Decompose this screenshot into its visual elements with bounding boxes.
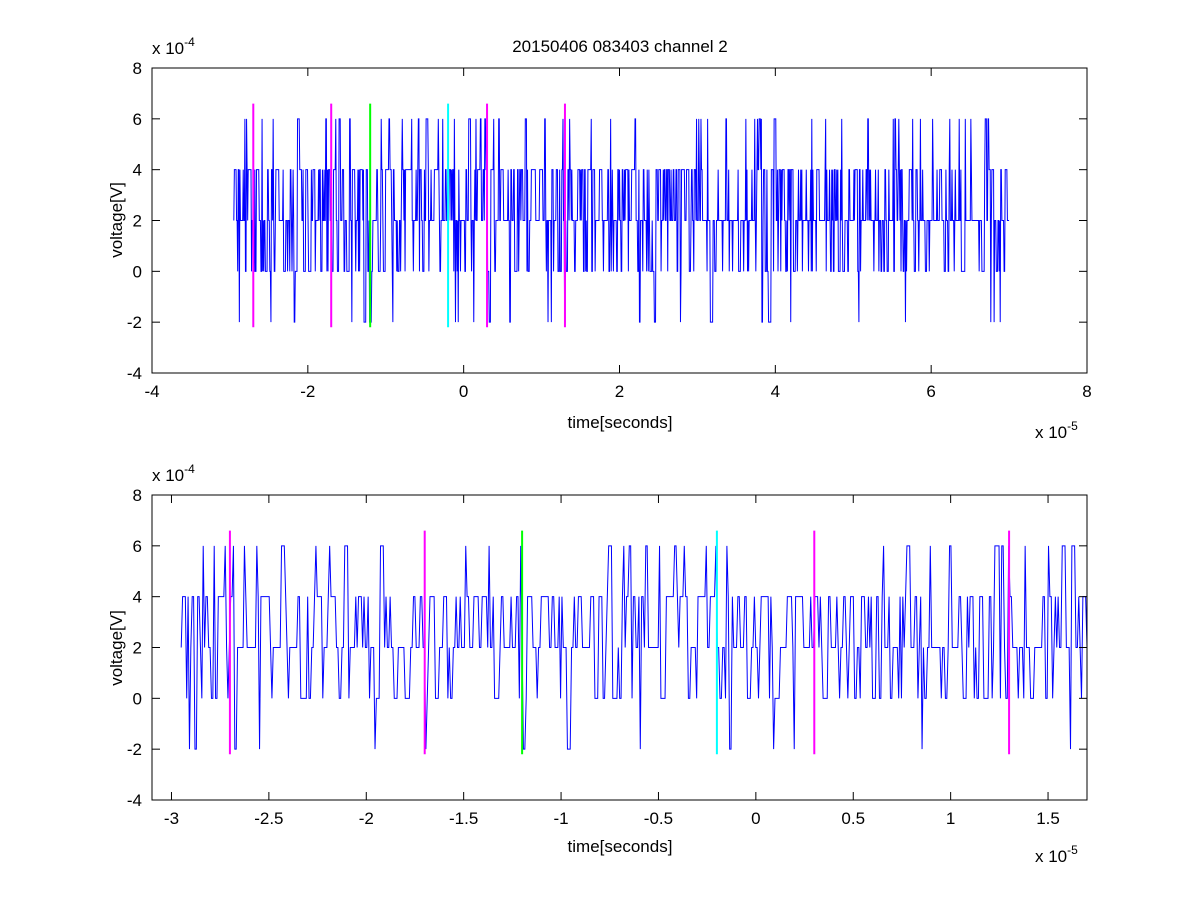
- bottom-plot-ylabel: voltage[V]: [107, 610, 126, 686]
- top-plot-x-exponent-power: -5: [1067, 419, 1078, 433]
- bottom-plot-x-tick-label: 1.5: [1036, 809, 1060, 828]
- bottom-plot-x-tick-label: 0.5: [841, 809, 865, 828]
- top-plot-x-tick-label: 8: [1082, 382, 1091, 401]
- top-plot-y-tick-label: 4: [133, 161, 142, 180]
- bottom-plot-y-tick-label: 8: [133, 486, 142, 505]
- top-plot-x-exponent-base: x 10: [1035, 423, 1067, 442]
- bottom-plot-ticks: -3 -2.5 -2 -1.5 -1 -0.5 0 0.5 1 1.5 -4 -2 0 2 4 6 8: [127, 486, 1087, 828]
- bottom-plot-y-tick-label: 6: [133, 537, 142, 556]
- top-plot-xlabel: time[seconds]: [568, 413, 673, 432]
- top-plot-y-tick-label: -4: [127, 364, 142, 383]
- top-plot-y-exponent-power: -4: [184, 35, 195, 49]
- bottom-plot-y-exponent: x 10-4: [152, 462, 195, 485]
- top-plot-ticks: -4 -2 0 2 4 6 8 -4 -2 0 2 4 6 8: [127, 59, 1092, 401]
- top-plot-y-tick-label: 0: [133, 262, 142, 281]
- bottom-plot-y-tick-label: -2: [127, 740, 142, 759]
- bottom-plot-y-tick-label: 2: [133, 639, 142, 658]
- bottom-plot: -3 -2.5 -2 -1.5 -1 -0.5 0 0.5 1 1.5 -4 -2 0 2 4 6 8 time…: [107, 462, 1088, 866]
- bottom-plot-x-tick-label: 0: [751, 809, 760, 828]
- top-plot-series-line: [233, 118, 1010, 323]
- top-plot-x-exponent: x 10-5: [1035, 419, 1078, 442]
- bottom-plot-x-tick-label: -2: [359, 809, 374, 828]
- bottom-plot-y-tick-label: 0: [133, 689, 142, 708]
- bottom-plot-x-tick-label: -1: [554, 809, 569, 828]
- bottom-plot-x-tick-label: 1: [946, 809, 955, 828]
- top-plot-y-exponent-base: x 10: [152, 39, 184, 58]
- bottom-plot-x-exponent-base: x 10: [1035, 847, 1067, 866]
- top-plot-y-exponent: x 10-4: [152, 35, 195, 58]
- bottom-plot-y-tick-label: -4: [127, 791, 142, 810]
- top-plot-y-tick-label: 6: [133, 110, 142, 129]
- bottom-plot-x-tick-label: -2.5: [254, 809, 283, 828]
- bottom-plot-x-tick-label: -0.5: [644, 809, 673, 828]
- bottom-plot-series-line: [180, 545, 1087, 750]
- bottom-plot-y-exponent-base: x 10: [152, 466, 184, 485]
- bottom-plot-xlabel: time[seconds]: [568, 837, 673, 856]
- top-plot-x-tick-label: 0: [459, 382, 468, 401]
- bottom-plot-area: [180, 530, 1087, 755]
- bottom-plot-x-tick-label: -3: [164, 809, 179, 828]
- figure-title: 20150406 083403 channel 2: [512, 37, 728, 56]
- bottom-plot-y-exponent-power: -4: [184, 462, 195, 476]
- top-plot-ylabel: voltage[V]: [107, 182, 126, 258]
- top-plot-x-tick-label: 6: [926, 382, 935, 401]
- bottom-plot-x-exponent-power: -5: [1067, 843, 1078, 857]
- bottom-plot-x-tick-label: -1.5: [449, 809, 478, 828]
- bottom-plot-y-tick-label: 4: [133, 588, 142, 607]
- top-plot-x-tick-label: -4: [144, 382, 159, 401]
- bottom-plot-x-exponent: x 10-5: [1035, 843, 1078, 866]
- top-plot-area: [233, 103, 1010, 328]
- top-plot-x-tick-label: 2: [615, 382, 624, 401]
- top-plot-x-tick-label: 4: [771, 382, 780, 401]
- top-plot: -4 -2 0 2 4 6 8 -4 -2 0 2 4 6 8 time[seconds] voltage…: [107, 35, 1092, 442]
- top-plot-y-tick-label: -2: [127, 313, 142, 332]
- top-plot-x-tick-label: -2: [300, 382, 315, 401]
- top-plot-y-tick-label: 8: [133, 59, 142, 78]
- top-plot-y-tick-label: 2: [133, 212, 142, 231]
